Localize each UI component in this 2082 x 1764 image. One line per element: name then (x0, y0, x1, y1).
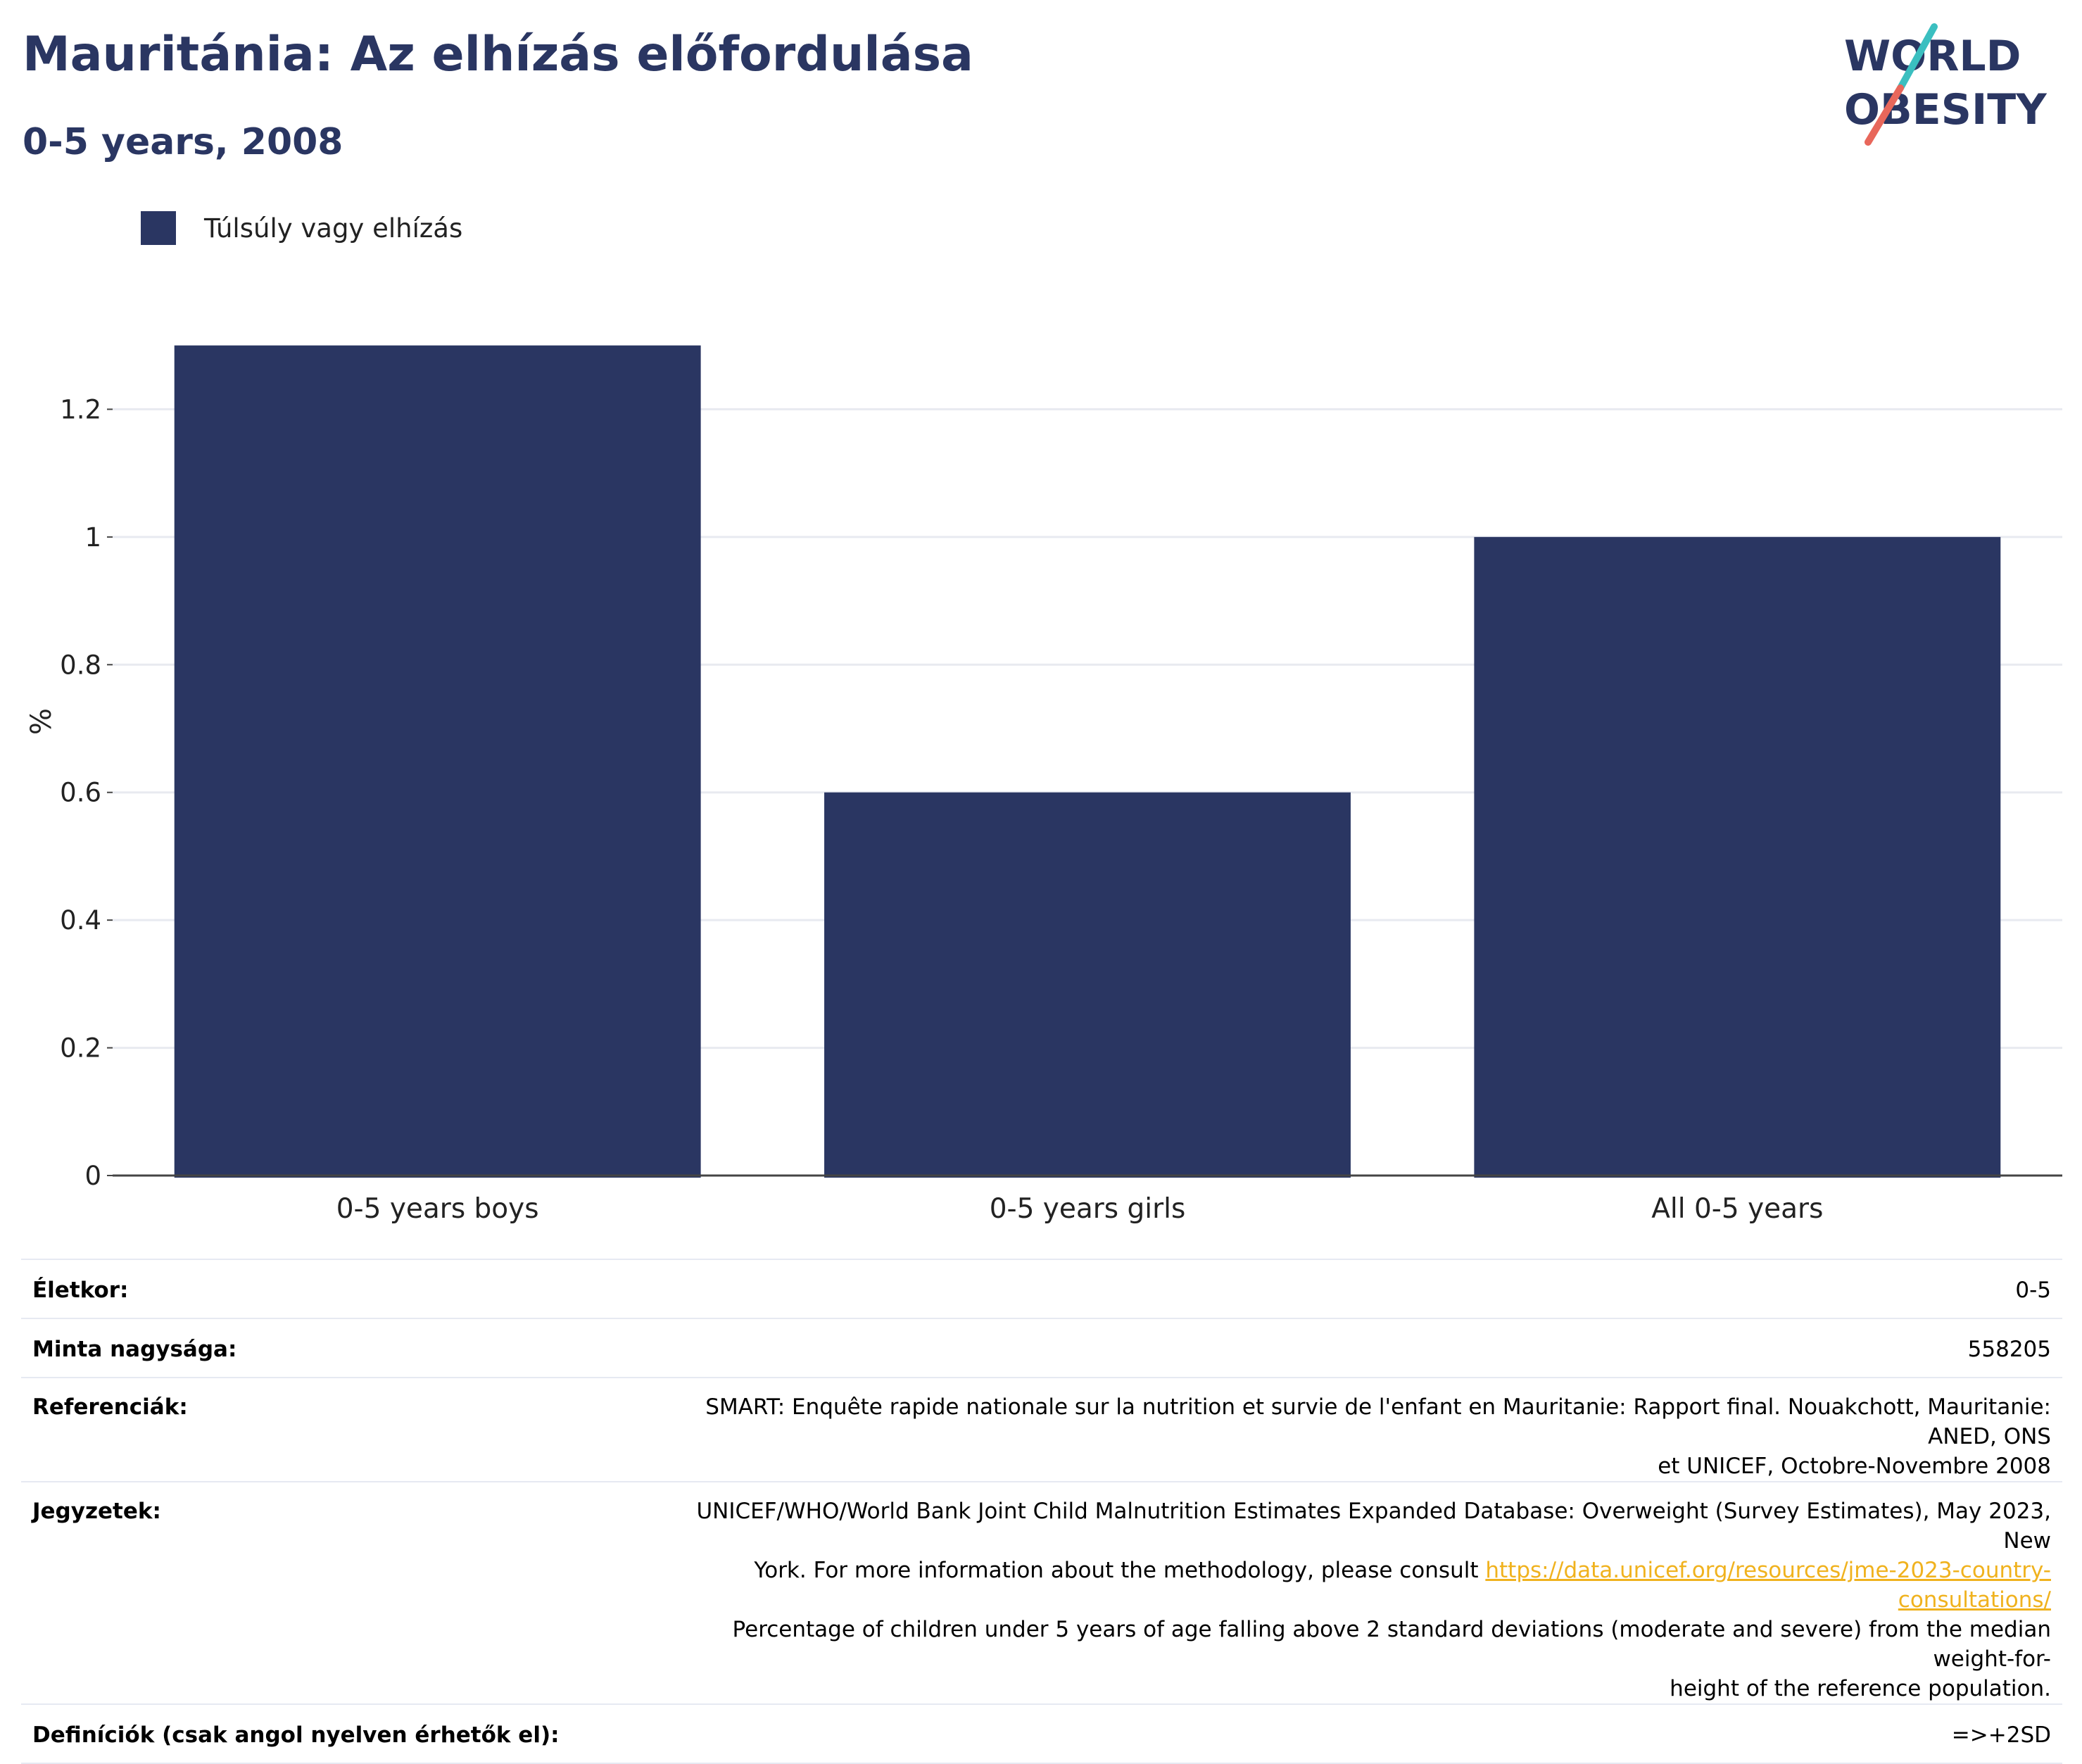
notes-value: UNICEF/WHO/World Bank Joint Child Malnut… (677, 1481, 2062, 1704)
definitions-label: Definíciók (csak angol nyelven érhetők e… (21, 1703, 677, 1764)
bar (824, 792, 1351, 1178)
x-tick-label: 0-5 years girls (990, 1193, 1186, 1225)
sample-label: Minta nagysága: (21, 1318, 677, 1378)
y-tick-label: 0.8 (60, 650, 101, 680)
age-value: 0-5 (677, 1259, 2062, 1318)
bar (174, 345, 701, 1178)
info-row-notes: Jegyzetek: UNICEF/WHO/World Bank Joint C… (21, 1481, 2062, 1704)
info-row-sample: Minta nagysága: 558205 (21, 1318, 2062, 1378)
sample-value: 558205 (677, 1318, 2062, 1378)
info-row-definitions: Definíciók (csak angol nyelven érhetők e… (21, 1703, 2062, 1764)
references-line-1: SMART: Enquête rapide nationale sur la n… (705, 1394, 2051, 1449)
x-tick-label: All 0-5 years (1651, 1193, 1823, 1225)
page-subtitle: 0-5 years, 2008 (23, 121, 343, 163)
info-row-references: Referenciák: SMART: Enquête rapide natio… (21, 1377, 2062, 1482)
y-tick-label: 0.2 (60, 1033, 101, 1064)
y-tick-label: 1.2 (60, 394, 101, 424)
info-table: Életkor: 0-5 Minta nagysága: 558205 Refe… (21, 1259, 2062, 1764)
notes-line-4: height of the reference population. (1670, 1676, 2051, 1701)
legend-swatch (141, 211, 176, 245)
y-tick-label: 1 (84, 522, 101, 553)
notes-label: Jegyzetek: (21, 1481, 677, 1704)
page-title: Mauritánia: Az elhízás előfordulása (23, 27, 973, 82)
methodology-link[interactable]: https://data.unicef.org/resources/jme-20… (1485, 1558, 2051, 1613)
y-axis-label: % (25, 708, 58, 735)
references-label: Referenciák: (21, 1377, 677, 1482)
notes-line-3: Percentage of children under 5 years of … (732, 1617, 2051, 1672)
bar (1474, 536, 2001, 1178)
info-row-age: Életkor: 0-5 (21, 1259, 2062, 1318)
x-tick-label: 0-5 years boys (336, 1193, 539, 1225)
notes-line-2-prefix: York. For more information about the met… (754, 1558, 1486, 1583)
bar-chart: 0 0.2 0.4 0.6 0.8 1 1.2 0-5 years boys 0-5 years… (25, 345, 2062, 1225)
svg-text:WORLD: WORLD (1844, 32, 2021, 81)
definitions-value: =>+2SD (677, 1703, 2062, 1764)
y-tick-label: 0 (84, 1161, 101, 1191)
references-line-2: et UNICEF, Octobre-Novembre 2008 (1658, 1454, 2051, 1479)
chart-legend: Túlsúly vagy elhízás (141, 210, 462, 246)
y-tick-label: 0.6 (60, 778, 101, 808)
y-tick-label: 0.4 (60, 905, 101, 935)
age-label: Életkor: (21, 1259, 677, 1318)
notes-line-1: UNICEF/WHO/World Bank Joint Child Malnut… (696, 1499, 2051, 1554)
legend-label: Túlsúly vagy elhízás (204, 213, 463, 244)
world-obesity-logo: WORLD OBESITY (1844, 23, 2048, 146)
references-value: SMART: Enquête rapide nationale sur la n… (677, 1377, 2062, 1482)
